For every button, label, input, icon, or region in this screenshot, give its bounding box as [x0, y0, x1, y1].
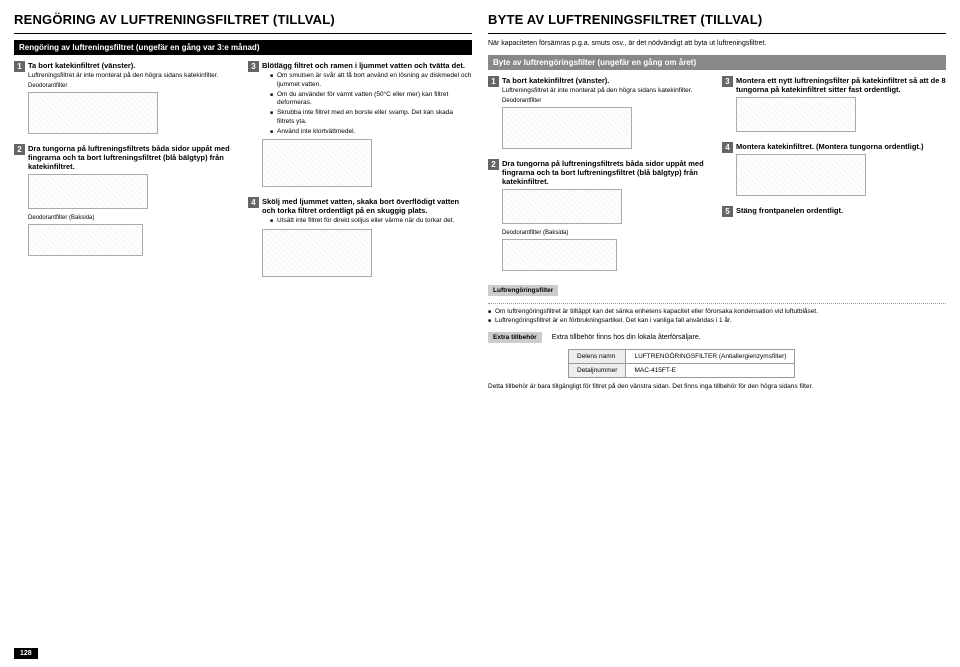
right-step-1: 1 Ta bort katekinfiltret (vänster). Luft… — [488, 76, 712, 155]
right-section: BYTE AV LUFTRENINGSFILTRET (TILLVAL) När… — [488, 12, 946, 390]
filter-back-illustration-r — [502, 239, 617, 271]
left-step-4: 4 Skölj med ljummet vatten, skaka bort ö… — [248, 197, 472, 283]
left-step-1: 1 Ta bort katekinfiltret (vänster). Luft… — [14, 61, 238, 140]
filter-illustration-r — [502, 189, 622, 224]
notes: Om luftrengöringsfiltret är tilltäppt ka… — [488, 308, 946, 326]
right-bar: Byte av luftrengöringsfilter (ungefär en… — [488, 55, 946, 70]
unit-illustration-r — [502, 107, 632, 149]
filter-illustration — [28, 174, 148, 209]
right-step-3: 3 Montera ett nytt luftreningsfilter på … — [722, 76, 946, 138]
wash-illustration — [262, 139, 372, 187]
parts-table: Delens namnLUFTRENGÖRINGSFILTER (Antiall… — [568, 349, 795, 378]
left-step-2: 2 Dra tungorna på luftreningsfiltrets bå… — [14, 144, 238, 262]
right-title: BYTE AV LUFTRENINGSFILTRET (TILLVAL) — [488, 12, 946, 27]
new-filter-illustration — [736, 97, 856, 132]
left-bar: Rengöring av luftreningsfiltret (ungefär… — [14, 40, 472, 55]
left-section: RENGÖRING AV LUFTRENINGSFILTRET (TILLVAL… — [14, 12, 472, 390]
left-title: RENGÖRING AV LUFTRENINGSFILTRET (TILLVAL… — [14, 12, 472, 27]
left-step-3: 3 Blötlägg filtret och ramen i ljummet v… — [248, 61, 472, 193]
page-number: 128 — [14, 648, 38, 659]
right-step-5: 5 Stäng frontpanelen ordentligt. — [722, 206, 946, 217]
filter-back-illustration — [28, 224, 143, 256]
right-step-2: 2 Dra tungorna på luftreningsfiltrets bå… — [488, 159, 712, 277]
unit-illustration — [28, 92, 158, 134]
dry-illustration — [262, 229, 372, 277]
right-step-4: 4 Montera katekinfiltret. (Montera tungo… — [722, 142, 946, 202]
mount-illustration — [736, 154, 866, 196]
